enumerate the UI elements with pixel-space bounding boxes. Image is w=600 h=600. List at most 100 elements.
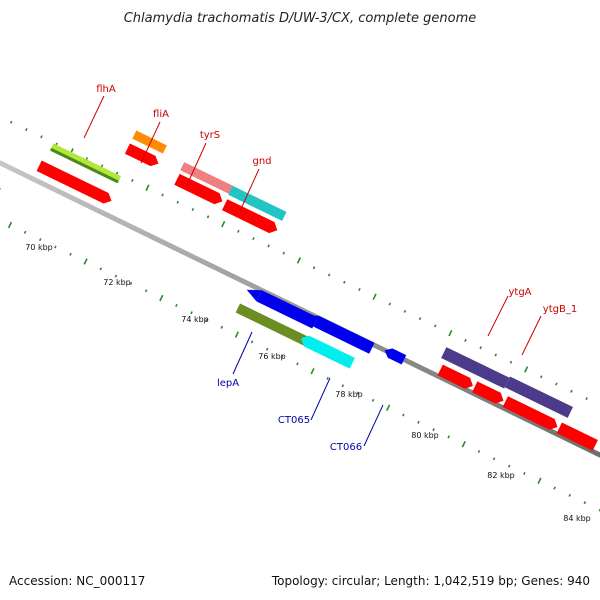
gene-gnd-bar: [228, 185, 287, 221]
label-ytgB: ytgB_1: [543, 304, 577, 315]
tick-dot: [417, 420, 420, 424]
tick-dot: [553, 486, 556, 490]
reverse-labels: lepA CT065 CT066: [217, 331, 384, 453]
tick-mark-major: [537, 477, 542, 484]
leader-ytgA: [487, 295, 509, 337]
tick-dot: [327, 273, 331, 277]
tick-dot: [191, 208, 195, 212]
tick-label-82: 82 kbp: [487, 471, 515, 480]
tick-dot: [388, 302, 392, 306]
tick-dot: [24, 128, 28, 132]
gene-arrow-red-6: [472, 381, 504, 404]
tick-dot: [523, 471, 526, 475]
tick-dot: [129, 281, 133, 285]
tick-dot: [570, 389, 573, 393]
topology-summary: Topology: circular; Length: 1,042,519 bp…: [271, 574, 590, 588]
tick-dot: [100, 164, 104, 168]
tick-dot: [402, 413, 405, 417]
tick-label-78: 78 kbp: [335, 390, 363, 399]
tick-dot: [477, 450, 481, 454]
forward-labels: flhA fliA tyrS gnd ytgA ytgB_1: [83, 84, 577, 356]
gene-ytgA-bar: [441, 347, 510, 389]
tick-mark-major: [221, 220, 226, 228]
tick-dot: [205, 318, 208, 322]
gene-lepA-bar: [235, 303, 309, 346]
gene-ytgB-bar: [504, 376, 573, 418]
gene-arrow-red-2: [124, 143, 159, 167]
tick-mark-major: [386, 404, 391, 411]
tick-dot: [418, 317, 422, 321]
tick-mark-major: [83, 258, 88, 265]
leader-gnd: [239, 168, 260, 212]
tick-dot: [341, 384, 345, 388]
gene-CT065-top: [313, 315, 375, 354]
tick-label-70: 70 kbp: [25, 243, 53, 252]
tick-dot: [479, 346, 482, 350]
leader-CT065: [310, 377, 331, 421]
gene-fliA-bar: [132, 130, 167, 154]
tick-dot: [161, 193, 164, 197]
tick-dot: [492, 457, 496, 461]
tick-dot: [176, 200, 180, 204]
map-title: Chlamydia trachomatis D/UW-3/CX, complet…: [124, 11, 477, 26]
gene-arrow-red-8: [556, 422, 598, 451]
tick-dot: [312, 266, 316, 270]
gene-CT065-cyan: [301, 335, 355, 369]
tick-dot: [343, 280, 346, 284]
tick-mark-major: [159, 294, 164, 302]
tick-dot: [175, 303, 178, 307]
leader-flhA: [83, 95, 105, 139]
tick-dot: [69, 252, 72, 256]
label-tyrS: tyrS: [200, 130, 220, 141]
tick-mark-major: [145, 184, 150, 191]
tick-dot: [326, 376, 329, 380]
tick-dot: [54, 245, 57, 249]
leader-CT066: [363, 404, 384, 447]
tick-dot: [282, 251, 286, 255]
gene-CT065-arrow: [304, 315, 319, 327]
tick-mark-major: [461, 440, 466, 448]
tick-mark-major: [7, 221, 13, 229]
tick-dot: [432, 428, 435, 432]
kbp-tick-labels: 70 kbp 72 kbp 74 kbp 76 kbp 78 kbp 80 kb…: [25, 243, 591, 523]
leader-lepA: [232, 331, 253, 375]
gene-lepA-arrow: [246, 289, 262, 302]
tick-dot: [585, 397, 588, 401]
tick-dot: [23, 230, 27, 234]
leader-fliA: [140, 121, 161, 164]
label-fliA: fliA: [153, 109, 169, 120]
tick-dot: [433, 324, 437, 328]
tick-dot: [447, 435, 451, 439]
tick-dot: [539, 375, 543, 379]
lower-tick-dots: [7, 221, 600, 512]
gene-arrow-red-5: [437, 364, 473, 389]
gene-flhA-bar: [50, 143, 122, 183]
tick-dot: [356, 391, 360, 395]
tick-dot: [252, 237, 255, 241]
feature-track: [0, 130, 598, 451]
tick-dot: [358, 287, 361, 292]
tick-mark-major: [448, 329, 453, 337]
tick-dot: [220, 325, 224, 329]
tick-dot: [206, 215, 210, 219]
upper-tick-dots: [9, 120, 588, 401]
tick-label-72: 72 kbp: [103, 278, 131, 287]
tick-dot: [190, 311, 193, 315]
tick-mark-major: [234, 331, 240, 338]
tick-mark-major: [523, 366, 529, 373]
tick-dot: [115, 171, 119, 175]
leader-tyrS: [186, 142, 207, 186]
leader-ytgB: [521, 315, 542, 356]
tick-dot: [144, 289, 148, 293]
tick-mark-major: [372, 293, 377, 301]
tick-dot: [280, 355, 284, 359]
gene-CT066-arrow: [384, 348, 407, 365]
tick-mark-major: [296, 257, 302, 264]
label-CT066: CT066: [330, 442, 362, 453]
tick-dot: [494, 353, 498, 357]
tick-dot: [250, 340, 254, 344]
tick-dot: [40, 135, 43, 139]
tick-dot: [265, 347, 269, 351]
gene-arrow-red-3: [174, 173, 223, 205]
